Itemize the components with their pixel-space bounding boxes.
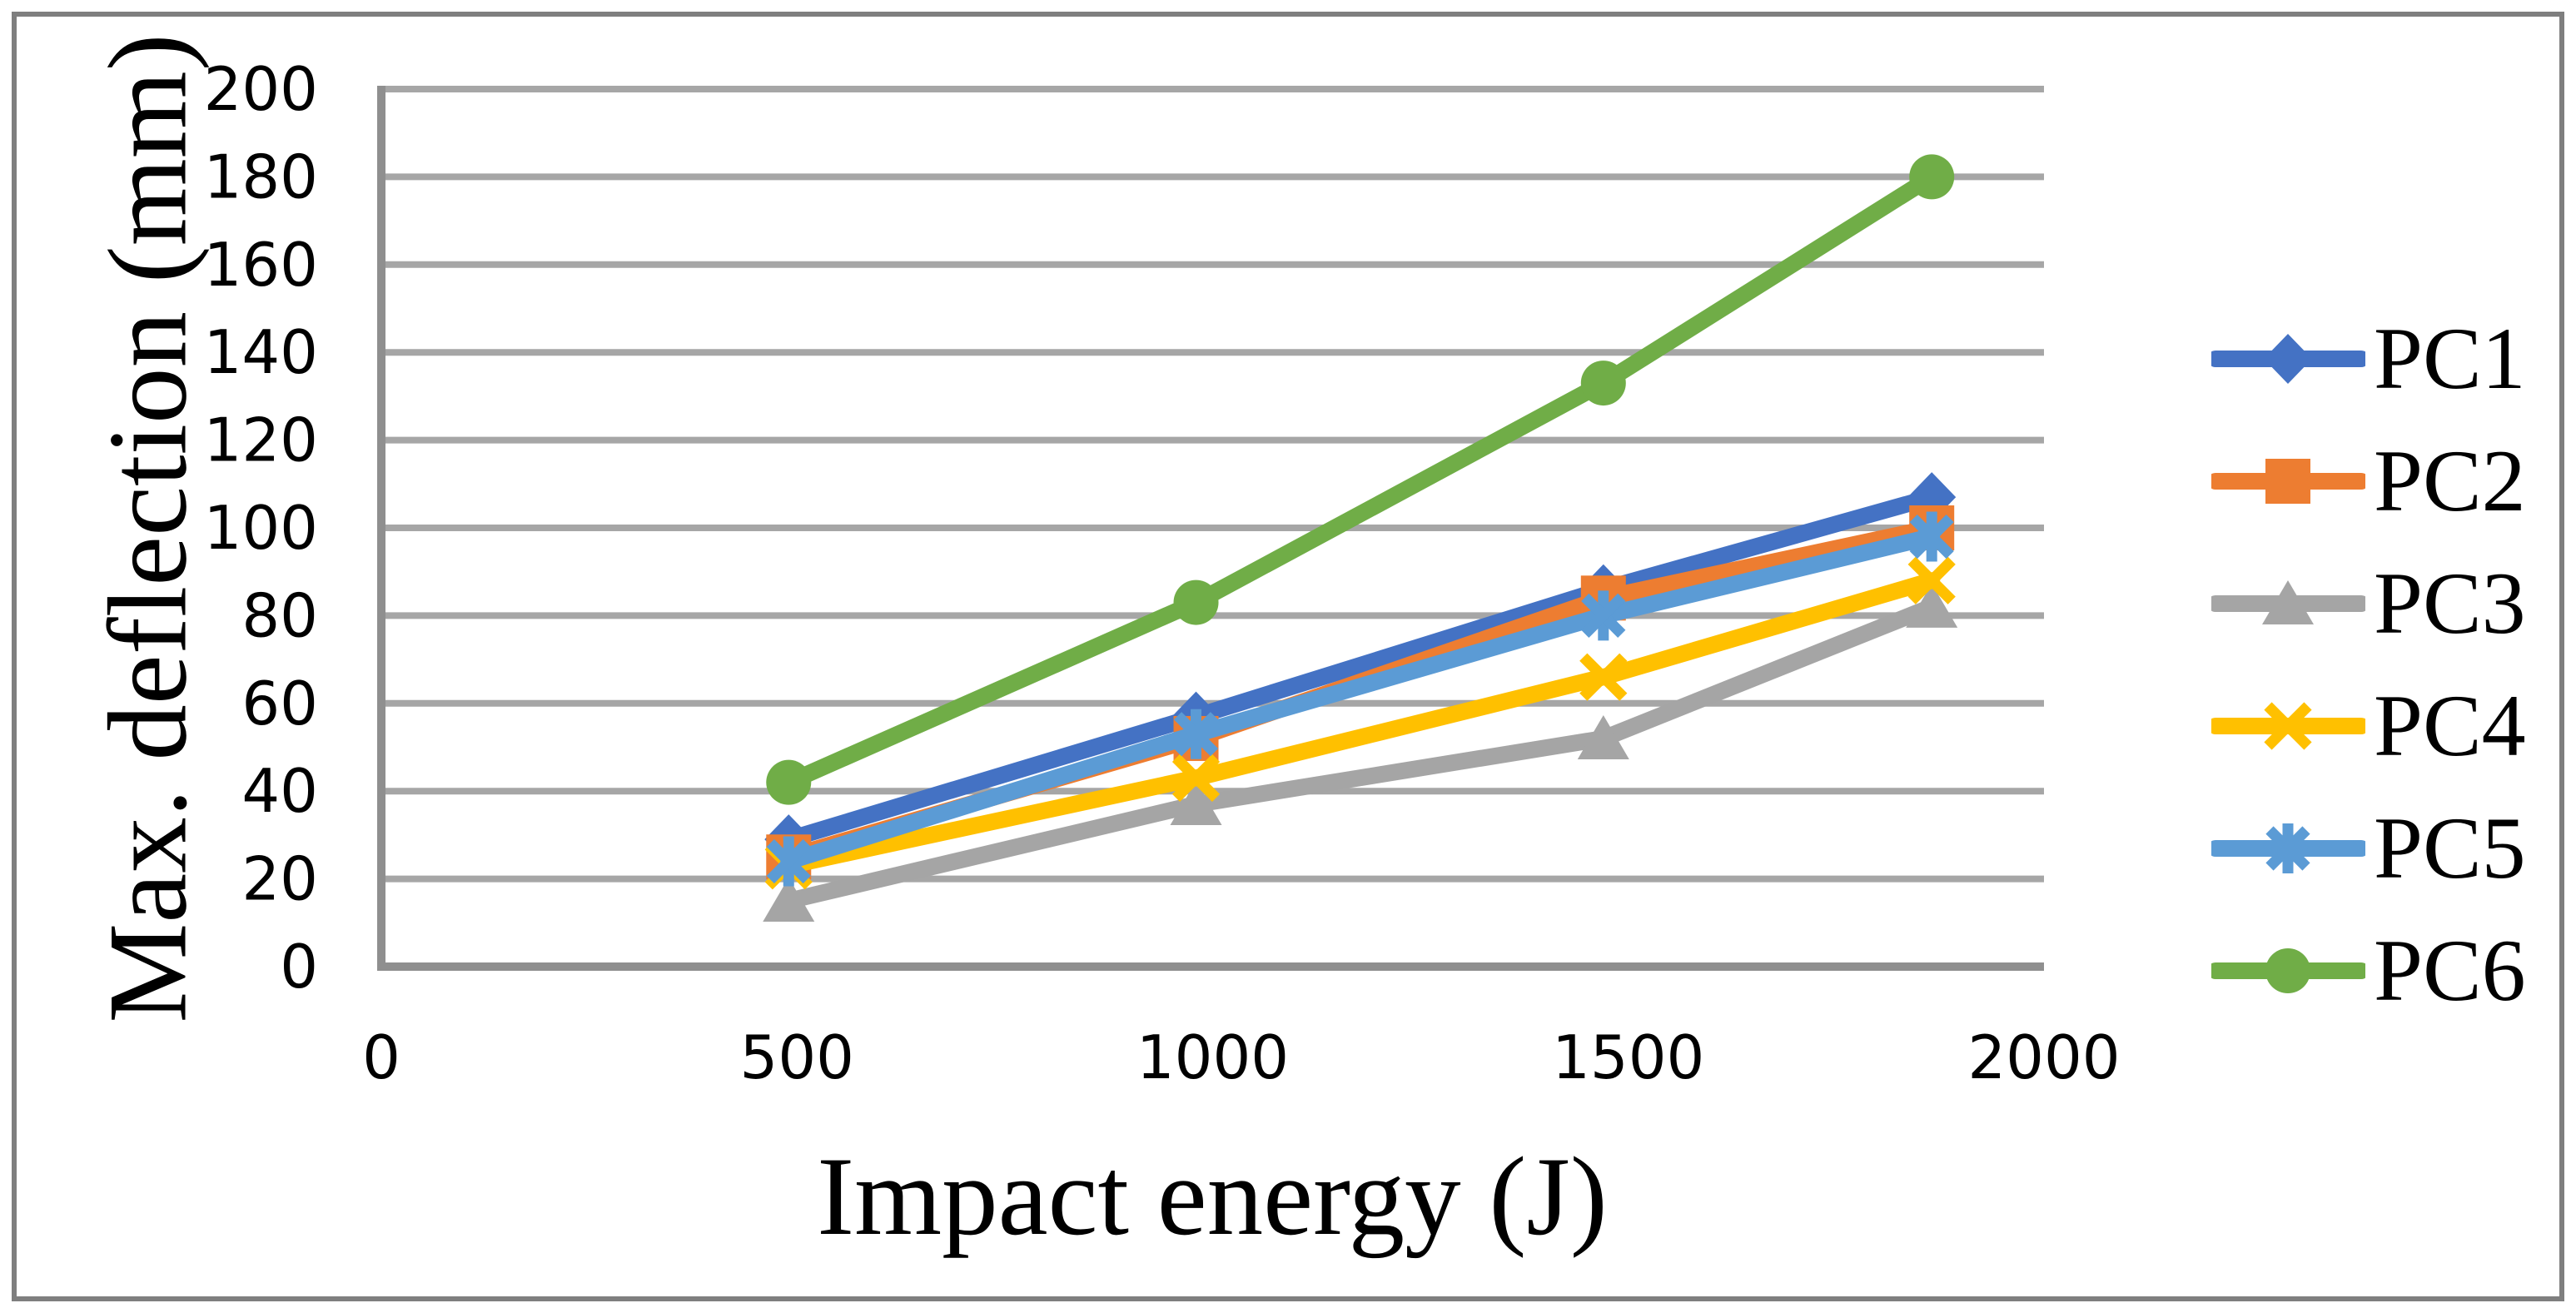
triangle-icon	[2262, 579, 2314, 624]
y-tick-label: 160	[204, 230, 318, 300]
asterisk-marker-PC5	[1173, 709, 1219, 759]
series-line-PC6	[780, 168, 1941, 791]
legend-item-PC5: PC5	[2211, 787, 2526, 909]
legend-item-PC6: PC6	[2211, 909, 2526, 1032]
series-PC3	[763, 583, 1958, 922]
series-PC6	[766, 154, 1955, 805]
legend-label-PC1: PC1	[2374, 309, 2526, 407]
circle-marker-PC6	[1173, 579, 1219, 625]
legend-item-PC2: PC2	[2211, 420, 2526, 542]
series-line-PC3	[780, 598, 1941, 909]
x-legend-marker-icon	[2211, 701, 2365, 750]
legend-item-PC1: PC1	[2211, 297, 2526, 420]
legend-label-PC5: PC5	[2374, 798, 2526, 897]
asterisk-marker-PC5	[1909, 511, 1954, 562]
square-icon	[2265, 458, 2310, 504]
asterisk-marker-PC5	[766, 836, 811, 887]
legend-item-PC4: PC4	[2211, 664, 2526, 787]
triangle-marker-PC3	[1577, 714, 1629, 759]
series-PC4	[764, 556, 1956, 890]
legend-label-PC6: PC6	[2374, 921, 2526, 1019]
x-tick-label: 500	[740, 1022, 854, 1092]
y-tick-label: 0	[280, 932, 318, 1002]
legend-label-PC3: PC3	[2374, 554, 2526, 652]
y-tick-label: 80	[241, 580, 318, 650]
y-tick-label: 140	[204, 317, 318, 387]
y-tick-label: 120	[204, 405, 318, 475]
series-line-PC4	[780, 572, 1941, 874]
diamond-icon	[2264, 333, 2312, 384]
triangle-marker-PC3	[1906, 583, 1958, 628]
diamond-legend-marker-icon	[2211, 333, 2365, 384]
x-axis-title: Impact energy (J)	[817, 1135, 1608, 1259]
legend-label-PC2: PC2	[2374, 431, 2526, 530]
circle-marker-PC6	[1580, 361, 1626, 406]
circle-legend-marker-icon	[2211, 947, 2365, 993]
x-tick-label: 1500	[1552, 1022, 1704, 1092]
y-tick-label: 20	[241, 844, 318, 914]
series-line-PC5	[780, 528, 1941, 870]
legend: PC1 PC2 PC3 PC4 PC5 PC6	[2211, 297, 2526, 1032]
x-tick-label: 0	[362, 1022, 400, 1092]
x-marker-PC4	[1907, 556, 1956, 604]
x-marker-PC4	[1579, 653, 1628, 701]
y-axis-title: Max. deflection (mm)	[86, 33, 211, 1023]
y-tick-label: 180	[204, 142, 318, 211]
circle-icon	[2265, 947, 2310, 993]
series-PC5	[766, 511, 1954, 887]
asterisk-legend-marker-icon	[2211, 823, 2365, 873]
asterisk-icon	[2265, 823, 2310, 873]
circle-marker-PC6	[766, 759, 812, 805]
x-marker-PC4	[1171, 753, 1221, 802]
y-tick-label: 60	[241, 669, 318, 739]
asterisk-marker-PC5	[1581, 590, 1626, 641]
square-legend-marker-icon	[2211, 458, 2365, 504]
series-line-PC1	[780, 489, 1941, 848]
legend-item-PC3: PC3	[2211, 542, 2526, 664]
y-tick-label: 100	[204, 493, 318, 563]
x-tick-label: 1000	[1136, 1022, 1289, 1092]
x-icon	[2264, 701, 2312, 750]
circle-marker-PC6	[1909, 154, 1955, 200]
x-tick-label: 2000	[1967, 1022, 2120, 1092]
legend-label-PC4: PC4	[2374, 676, 2526, 774]
y-tick-label: 200	[204, 54, 318, 124]
triangle-marker-PC3	[763, 877, 815, 922]
y-tick-label: 40	[241, 756, 318, 826]
triangle-legend-marker-icon	[2211, 579, 2365, 624]
triangle-marker-PC3	[1170, 781, 1222, 826]
